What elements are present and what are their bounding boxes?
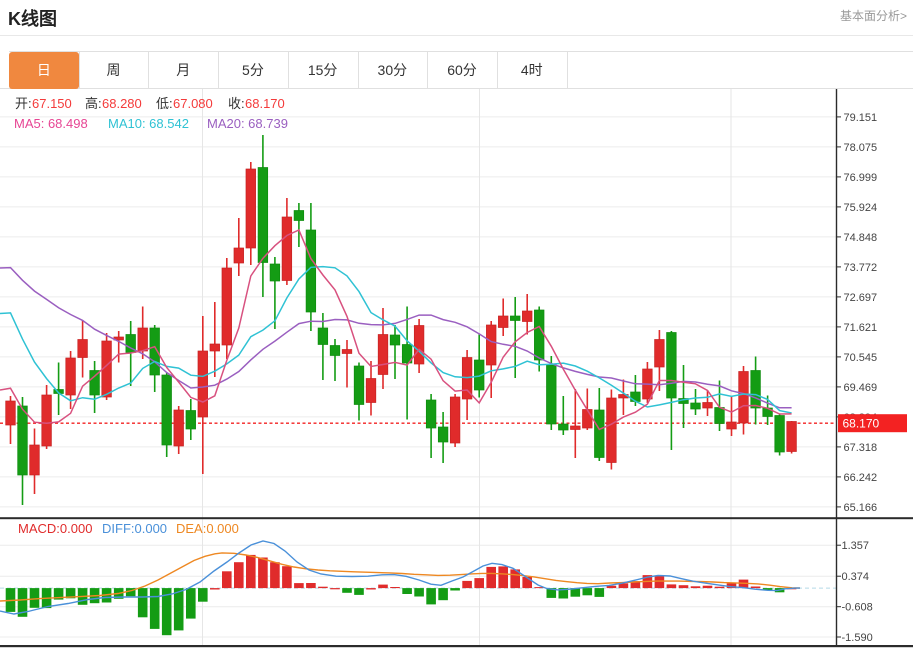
svg-text:66.242: 66.242 — [844, 472, 878, 484]
svg-text:75.924: 75.924 — [844, 202, 878, 214]
svg-text:79.151: 79.151 — [844, 112, 878, 124]
svg-text:76.999: 76.999 — [844, 172, 878, 184]
svg-text:78.075: 78.075 — [844, 142, 878, 154]
svg-text:69.469: 69.469 — [844, 382, 878, 394]
svg-text:68.170: 68.170 — [843, 417, 880, 431]
svg-text:71.621: 71.621 — [844, 322, 878, 334]
svg-text:1.357: 1.357 — [842, 540, 870, 552]
svg-text:72.697: 72.697 — [844, 292, 878, 304]
svg-text:65.166: 65.166 — [844, 502, 878, 514]
svg-text:0.374: 0.374 — [842, 571, 870, 583]
svg-text:73.772: 73.772 — [844, 262, 878, 274]
svg-text:74.848: 74.848 — [844, 232, 878, 244]
svg-text:-0.608: -0.608 — [842, 602, 873, 614]
svg-text:70.545: 70.545 — [844, 352, 878, 364]
svg-text:67.318: 67.318 — [844, 442, 878, 454]
svg-text:-1.590: -1.590 — [842, 632, 873, 644]
